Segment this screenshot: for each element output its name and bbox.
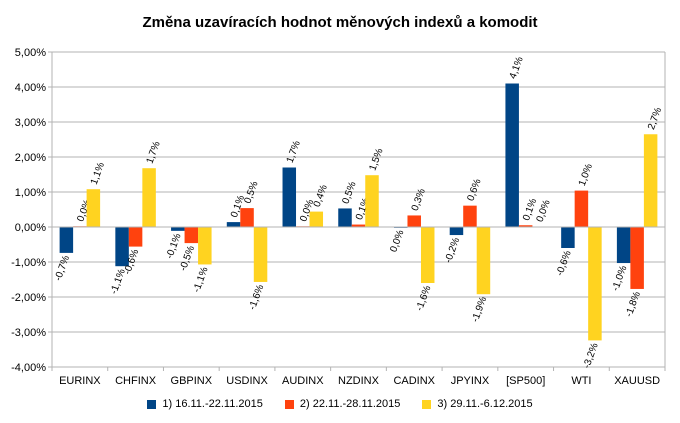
x-tick-label: GBPINX: [171, 375, 213, 387]
chart-legend: 1) 16.11.-22.11.2015 2) 22.11.-28.11.2015…: [0, 398, 680, 410]
y-tick-label: 3,00%: [15, 117, 46, 129]
bar-AUDINX-series-3: [309, 211, 324, 227]
bar-[SP500]-series-2: [518, 225, 533, 227]
y-tick-label: 0,00%: [15, 222, 46, 234]
data-label: -0,7%: [53, 254, 72, 282]
bar-USDINX-series-3: [253, 227, 268, 282]
bar-WTI-series-3: [588, 227, 602, 341]
bar-JPYINX-series-2: [463, 205, 477, 227]
bar-AUDINX-series-1: [282, 167, 297, 227]
y-tick-label: 5,00%: [15, 47, 46, 59]
y-tick-label: -1,00%: [11, 257, 46, 269]
y-tick-label: -3,00%: [11, 327, 46, 339]
x-tick-label: USDINX: [226, 375, 268, 387]
bar-CADINX-series-3: [420, 227, 435, 283]
data-label: 0,6%: [465, 177, 483, 202]
bar-GBPINX-series-1: [171, 227, 185, 231]
data-label: -0,6%: [554, 249, 573, 277]
data-label: 1,1%: [89, 161, 107, 186]
bar-[SP500]-series-1: [505, 83, 519, 227]
x-tick-label: [SP500]: [506, 375, 545, 387]
legend-label: 1) 16.11.-22.11.2015: [162, 398, 263, 410]
x-tick-label: JPYINX: [451, 375, 490, 387]
y-tick-label: 1,00%: [15, 187, 46, 199]
x-tick-label: AUDINX: [282, 375, 324, 387]
bar-XAUUSD-series-1: [616, 227, 631, 264]
legend-swatch: [422, 399, 432, 409]
bar-WTI-series-2: [574, 190, 589, 227]
bar-USDINX-series-2: [240, 208, 254, 227]
data-label: 1,5%: [367, 147, 385, 172]
data-label: -1,8%: [624, 290, 643, 318]
data-label: -1,9%: [470, 295, 489, 323]
legend-swatch: [284, 399, 294, 409]
data-label: 0,0%: [388, 229, 406, 254]
data-label: 4,1%: [508, 55, 526, 80]
x-tick-label: NZDINX: [338, 375, 380, 387]
bar-USDINX-series-1: [226, 222, 241, 227]
data-label: -1,0%: [610, 264, 629, 292]
bar-GBPINX-series-3: [198, 227, 212, 265]
x-tick-label: CHFINX: [115, 375, 157, 387]
bar-JPYINX-series-1: [449, 227, 464, 236]
data-label: -0,5%: [178, 244, 197, 272]
bar-CHFINX-series-1: [115, 227, 129, 267]
legend-item-series-2: 2) 22.11.-28.11.2015: [284, 398, 401, 410]
legend-label: 2) 22.11.-28.11.2015: [299, 398, 401, 410]
legend-item-series-3: 3) 29.11.-6.12.2015: [422, 398, 533, 410]
data-label: -0,1%: [164, 232, 183, 260]
data-label: 1,0%: [577, 162, 595, 187]
data-label: 0,5%: [340, 180, 358, 205]
data-label: -1,1%: [191, 266, 210, 294]
data-label: -0,2%: [443, 236, 462, 264]
y-tick-label: 4,00%: [15, 82, 46, 94]
chart-title: Změna uzavíracích hodnot měnových indexů…: [142, 14, 538, 31]
data-label: 1,7%: [145, 140, 163, 165]
data-label: 0,3%: [410, 187, 428, 212]
bar-JPYINX-series-3: [476, 227, 491, 295]
legend-swatch: [147, 399, 157, 409]
data-label: 0,4%: [312, 183, 330, 208]
bar-XAUUSD-series-2: [630, 227, 644, 289]
bar-WTI-series-1: [561, 227, 575, 248]
bar-XAUUSD-series-3: [643, 134, 658, 227]
bar-NZDINX-series-3: [365, 175, 379, 227]
data-label: -3,2%: [581, 342, 600, 370]
data-label: 2,7%: [646, 106, 664, 131]
data-label: -1,6%: [414, 284, 433, 312]
bar-CADINX-series-2: [407, 215, 421, 227]
bar-CHFINX-series-3: [142, 168, 156, 227]
y-tick-label: 2,00%: [15, 152, 46, 164]
bar-EURINX-series-3: [86, 189, 101, 227]
legend-label: 3) 29.11.-6.12.2015: [437, 398, 533, 410]
bar-EURINX-series-1: [59, 227, 74, 253]
x-tick-label: CADINX: [393, 375, 435, 387]
data-label: 1,7%: [285, 139, 303, 164]
x-tick-label: WTI: [571, 375, 591, 387]
x-tick-label: EURINX: [59, 375, 101, 387]
bar-CHFINX-series-2: [128, 227, 143, 247]
bar-NZDINX-series-1: [338, 208, 352, 227]
bar-NZDINX-series-2: [351, 224, 366, 227]
x-tick-label: XAUUSD: [614, 375, 660, 387]
legend-item-series-1: 1) 16.11.-22.11.2015: [147, 398, 263, 410]
y-tick-label: -4,00%: [11, 362, 46, 374]
y-tick-label: -2,00%: [11, 292, 46, 304]
bar-GBPINX-series-2: [184, 227, 199, 244]
